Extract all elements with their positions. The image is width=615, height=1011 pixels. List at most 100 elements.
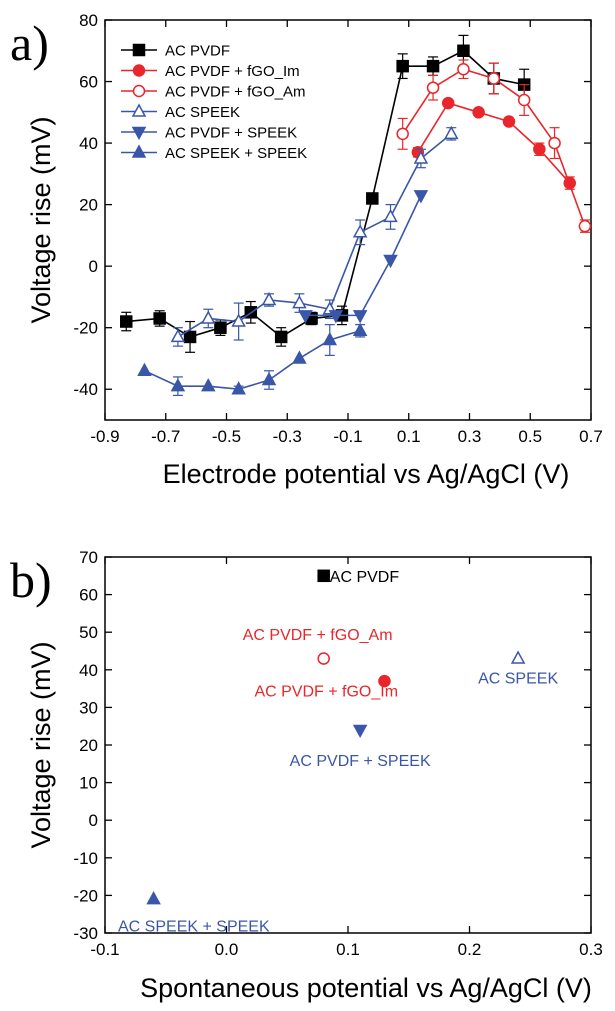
y-tick-label: 80 <box>79 11 98 30</box>
data-point-group: AC SPEEK + SPEEK <box>118 891 270 935</box>
y-tick-label: 10 <box>79 774 98 793</box>
data-point <box>231 381 246 395</box>
data-point <box>352 224 368 238</box>
x-tick-label: 0.3 <box>458 427 482 446</box>
legend-entry: AC SPEEK <box>121 103 240 121</box>
legend-marker <box>131 126 147 141</box>
y-tick-label: 0 <box>89 257 98 276</box>
data-point <box>533 142 546 156</box>
data-point <box>578 219 592 233</box>
data-point <box>153 312 166 325</box>
panel-label: b) <box>10 552 52 608</box>
data-label: AC PVDF + fGO_Am <box>243 627 393 644</box>
y-tick-label: 30 <box>79 698 98 717</box>
data-point <box>201 310 216 324</box>
panel-a-chart: -0.9 -0.7 -0.5 -0.3 -0.1 0.1 0.3 0.5 0.7 -40 -20 0 2… <box>10 11 603 489</box>
data-point-group: AC PVDF + fGO_Im <box>254 674 398 700</box>
y-tick-label: 60 <box>79 73 98 92</box>
data-point <box>292 350 307 364</box>
data-point <box>441 96 455 110</box>
legend-entry: AC PVDF <box>121 43 230 60</box>
data-point <box>396 59 409 73</box>
data-point-group: AC PVDF + fGO_Am <box>243 627 393 665</box>
x-tick-label: -0.5 <box>212 427 241 446</box>
y-tick-label: -30 <box>73 924 98 943</box>
data-label: AC SPEEK <box>478 670 558 687</box>
data-point <box>352 310 368 324</box>
legend-marker <box>132 43 146 57</box>
data-point <box>378 674 391 688</box>
data-point <box>383 208 398 223</box>
data-point <box>396 127 409 141</box>
x-axis-title: Electrode potential vs Ag/AgCl (V) <box>163 459 570 489</box>
legend-marker <box>132 84 146 98</box>
legend-marker <box>131 144 147 158</box>
data-point <box>317 652 330 665</box>
x-tick-label: 0.1 <box>397 427 421 446</box>
data-point <box>183 330 197 344</box>
x-tick-label: 0.0 <box>215 940 239 959</box>
data-point <box>548 136 561 150</box>
legend-marker <box>132 64 146 77</box>
data-point <box>413 150 429 164</box>
data-point <box>292 295 307 309</box>
data-point <box>487 72 501 85</box>
series-group <box>137 322 368 396</box>
data-point <box>120 315 133 328</box>
data-point <box>201 378 216 392</box>
series-line <box>305 195 422 317</box>
panel-label: a) <box>10 15 49 71</box>
y-tick-label: -10 <box>73 849 98 868</box>
data-point <box>444 125 459 140</box>
data-label: AC SPEEK + SPEEK <box>118 918 270 935</box>
x-tick-label: 0.7 <box>579 427 603 446</box>
x-tick-label: 0.2 <box>458 940 482 959</box>
y-tick-label: 40 <box>79 134 98 153</box>
data-point <box>352 322 368 337</box>
data-point <box>231 313 246 327</box>
data-point <box>517 93 531 107</box>
data-point <box>472 106 485 119</box>
legend-entry: AC PVDF + SPEEK <box>121 125 297 142</box>
y-tick-label: 70 <box>79 548 98 567</box>
x-tick-label: -0.1 <box>90 940 119 959</box>
data-label: AC PVDF + SPEEK <box>290 753 431 770</box>
data-point-group: AC PVDF + SPEEK <box>290 724 431 770</box>
data-point <box>328 310 344 324</box>
legend-entry: AC PVDF + fGO_Am <box>121 84 305 101</box>
legend-label: AC PVDF + fGO_Im <box>165 63 300 80</box>
legend-entry: AC PVDF + fGO_Im <box>121 63 300 80</box>
x-axis-title: Spontaneous potential vs Ag/AgCl (V) <box>140 973 592 1003</box>
series-group <box>298 190 429 324</box>
data-point <box>502 115 516 128</box>
data-point <box>457 44 470 58</box>
data-point <box>352 724 368 739</box>
y-tick-label: 20 <box>79 196 98 215</box>
series-group <box>170 125 459 347</box>
data-point <box>170 328 186 343</box>
legend-marker <box>131 103 147 117</box>
data-point <box>383 254 398 269</box>
data-point <box>261 291 277 306</box>
y-tick-label: 20 <box>79 736 98 755</box>
legend-entry: AC SPEEK + SPEEK <box>121 144 307 162</box>
data-point-group: AC SPEEK <box>478 650 558 687</box>
data-label: AC PVDF + fGO_Im <box>254 683 398 700</box>
data-point <box>298 310 313 324</box>
legend-label: AC PVDF + fGO_Am <box>165 84 305 101</box>
data-point <box>137 362 152 377</box>
data-point <box>317 569 330 583</box>
data-point <box>510 650 526 664</box>
y-tick-label: -40 <box>73 380 98 399</box>
data-point <box>170 378 186 392</box>
y-tick-label: -20 <box>73 886 98 905</box>
data-point <box>426 81 440 94</box>
y-axis-title: Voltage rise (mV) <box>26 641 56 848</box>
data-point <box>426 59 440 73</box>
panel-b-chart: -0.1 0.0 0.1 0.2 0.3 -30 -20 -10 0 10 20 30 40 50 60 70… <box>10 548 603 1003</box>
x-tick-label: -0.9 <box>90 427 119 446</box>
data-point <box>457 62 470 76</box>
data-point <box>146 891 161 905</box>
data-point <box>261 371 277 386</box>
